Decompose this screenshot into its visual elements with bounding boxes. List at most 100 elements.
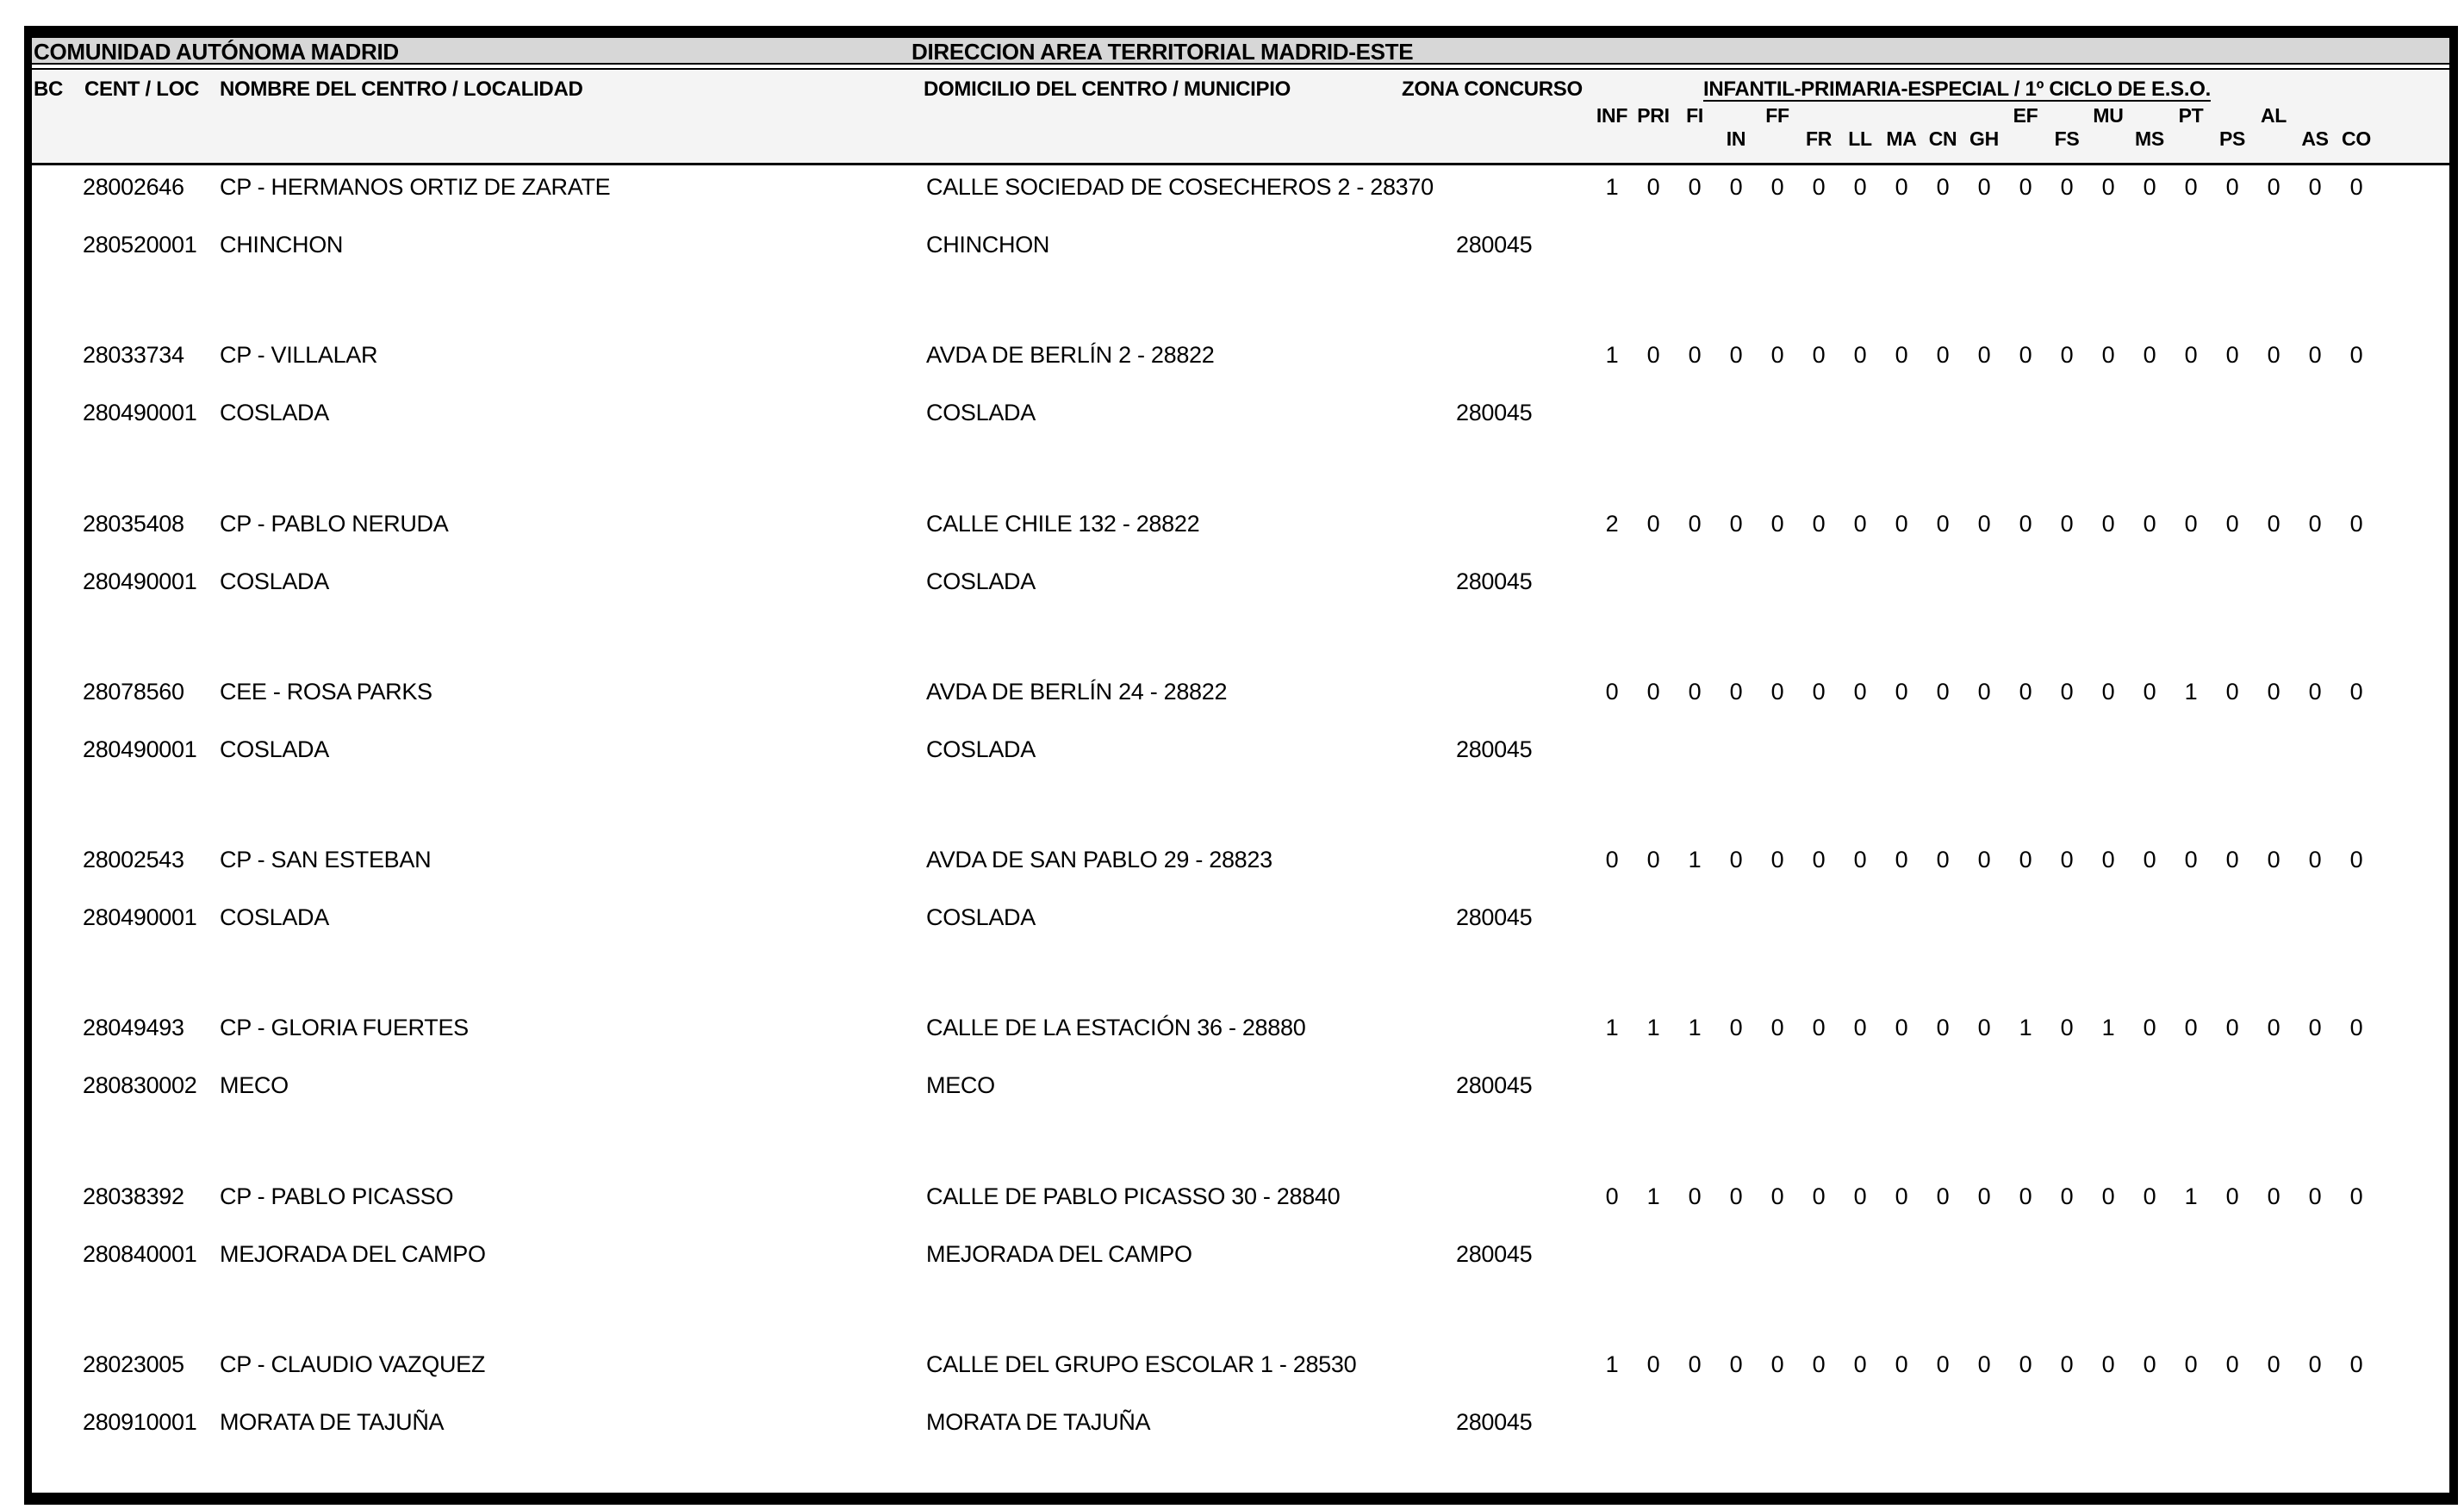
locality-name: CHINCHON: [220, 232, 344, 258]
staff-count-pri: 0: [1646, 174, 1660, 200]
locality-name: COSLADA: [220, 568, 329, 594]
staff-count-gh: 0: [1977, 174, 1991, 200]
staff-count-inf: 1: [1605, 174, 1619, 200]
zona-concurso-value: 280045: [1456, 400, 1533, 425]
staff-count-al: 0: [2267, 511, 2280, 537]
staff-count-co: 0: [2349, 174, 2363, 200]
staff-count-ef: 0: [2019, 342, 2032, 368]
staff-count-ps: 0: [2225, 174, 2239, 200]
region-title: COMUNIDAD AUTÓNOMA MADRID: [34, 39, 399, 65]
locality-name: COSLADA: [220, 400, 329, 425]
staff-count-ms: 0: [2143, 679, 2156, 705]
staff-count-as: 0: [2308, 1015, 2322, 1040]
staff-count-ef: 0: [2019, 679, 2032, 705]
col-header-bc: BC: [34, 78, 64, 101]
center-code: 28023005: [83, 1351, 184, 1377]
staff-count-pri: 0: [1646, 1351, 1660, 1377]
staff-count-al: 0: [2267, 1015, 2280, 1040]
center-name: CP - HERMANOS ORTIZ DE ZARATE: [220, 174, 611, 200]
staff-count-ma: 0: [1895, 679, 1908, 705]
center-address: AVDA DE BERLÍN 2 - 28822: [926, 342, 1215, 368]
staff-count-ff: 0: [1770, 511, 1784, 537]
staff-count-co: 0: [2349, 1183, 2363, 1209]
locality-code: 280490001: [83, 904, 197, 930]
staff-count-ms: 0: [2143, 1183, 2156, 1209]
center-code: 28049493: [83, 1015, 184, 1040]
center-address: CALLE DEL GRUPO ESCOLAR 1 - 28530: [926, 1351, 1357, 1377]
subject-col-header-as: AS: [2301, 127, 2329, 150]
staff-count-fs: 0: [2060, 1183, 2074, 1209]
staff-count-in: 0: [1729, 1351, 1743, 1377]
staff-count-ma: 0: [1895, 1015, 1908, 1040]
entries: 28002646 CP - HERMANOS ORTIZ DE ZARATE CAL…: [32, 38, 2449, 1493]
staff-count-in: 0: [1729, 1015, 1743, 1040]
staff-count-al: 0: [2267, 342, 2280, 368]
staff-count-ff: 0: [1770, 847, 1784, 872]
staff-count-ll: 0: [1853, 342, 1867, 368]
subject-col-header-pt: PT: [2178, 104, 2204, 127]
staff-count-fi: 0: [1688, 174, 1702, 200]
staff-count-fi: 0: [1688, 1183, 1702, 1209]
staff-count-ff: 0: [1770, 1351, 1784, 1377]
staff-count-ll: 0: [1853, 679, 1867, 705]
subject-col-header-mu: MU: [2093, 104, 2124, 127]
staff-count-ef: 1: [2019, 1015, 2032, 1040]
subject-col-header-cn: CN: [1928, 127, 1957, 150]
report-sheet: COMUNIDAD AUTÓNOMA MADRID DIRECCION AREA…: [24, 26, 2458, 1505]
staff-count-ma: 0: [1895, 1351, 1908, 1377]
center-entry: 28038392 CP - PABLO PICASSO CALLE DE PABLO…: [32, 1185, 2449, 1306]
staff-count-al: 0: [2267, 679, 2280, 705]
center-name: CEE - ROSA PARKS: [220, 679, 432, 705]
staff-count-co: 0: [2349, 1015, 2363, 1040]
staff-count-ps: 0: [2225, 1015, 2239, 1040]
staff-count-in: 0: [1729, 342, 1743, 368]
staff-count-pt: 1: [2184, 1183, 2198, 1209]
locality-name: COSLADA: [220, 904, 329, 930]
zona-concurso-value: 280045: [1456, 568, 1533, 594]
subject-col-header-al: AL: [2260, 104, 2287, 127]
staff-count-al: 0: [2267, 1183, 2280, 1209]
staff-count-fs: 0: [2060, 511, 2074, 537]
staff-count-ps: 0: [2225, 679, 2239, 705]
center-address: AVDA DE SAN PABLO 29 - 28823: [926, 847, 1272, 872]
staff-count-inf: 1: [1605, 1015, 1619, 1040]
zona-concurso-value: 280045: [1456, 232, 1533, 258]
staff-count-cn: 0: [1936, 342, 1950, 368]
subject-col-header-inf: INF: [1596, 104, 1628, 127]
staff-count-as: 0: [2308, 679, 2322, 705]
locality-code: 280490001: [83, 736, 197, 762]
staff-count-as: 0: [2308, 1183, 2322, 1209]
staff-count-ef: 0: [2019, 1183, 2032, 1209]
center-code: 28033734: [83, 342, 184, 368]
staff-count-cn: 0: [1936, 847, 1950, 872]
staff-count-fr: 0: [1812, 174, 1826, 200]
center-address: AVDA DE BERLÍN 24 - 28822: [926, 679, 1228, 705]
municipality: COSLADA: [926, 568, 1036, 594]
center-name: CP - CLAUDIO VAZQUEZ: [220, 1351, 486, 1377]
staff-count-as: 0: [2308, 511, 2322, 537]
staff-count-in: 0: [1729, 174, 1743, 200]
staff-count-pri: 1: [1646, 1183, 1660, 1209]
municipality: COSLADA: [926, 904, 1036, 930]
staff-count-cn: 0: [1936, 1015, 1950, 1040]
municipality: COSLADA: [926, 736, 1036, 762]
column-header-zone: BC CENT / LOC NOMBRE DEL CENTRO / LOCALI…: [32, 70, 2449, 165]
center-name: CP - PABLO NERUDA: [220, 511, 449, 537]
subject-col-header-co: CO: [2342, 127, 2371, 150]
staff-count-ma: 0: [1895, 511, 1908, 537]
subject-col-header-in: IN: [1726, 127, 1746, 150]
col-header-cent-loc: CENT / LOC: [84, 78, 199, 101]
staff-count-ma: 0: [1895, 342, 1908, 368]
locality-name: COSLADA: [220, 736, 329, 762]
staff-count-mu: 0: [2101, 1183, 2115, 1209]
locality-code: 280830002: [83, 1072, 197, 1098]
staff-count-cn: 0: [1936, 1351, 1950, 1377]
staff-count-cn: 0: [1936, 1183, 1950, 1209]
center-address: CALLE CHILE 132 - 28822: [926, 511, 1200, 537]
col-header-group: INFANTIL-PRIMARIA-ESPECIAL / 1º CICLO DE…: [1703, 78, 2211, 101]
staff-count-ll: 0: [1853, 1015, 1867, 1040]
staff-count-ff: 0: [1770, 679, 1784, 705]
staff-count-ps: 0: [2225, 511, 2239, 537]
center-address: CALLE DE LA ESTACIÓN 36 - 28880: [926, 1015, 1306, 1040]
